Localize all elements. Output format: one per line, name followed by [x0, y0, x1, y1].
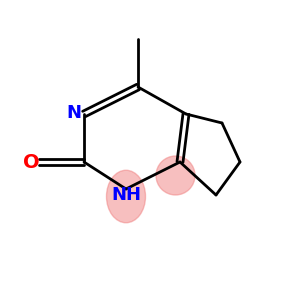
Ellipse shape [106, 170, 146, 223]
Text: NH: NH [111, 186, 141, 204]
Text: N: N [66, 103, 81, 122]
Circle shape [156, 156, 195, 195]
Text: O: O [23, 152, 40, 172]
